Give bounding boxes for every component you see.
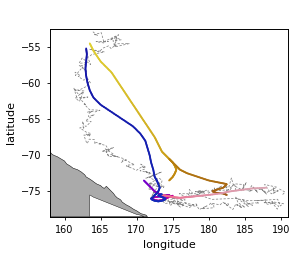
- X-axis label: longitude: longitude: [143, 241, 196, 250]
- Polygon shape: [90, 195, 144, 217]
- Y-axis label: latitude: latitude: [6, 101, 16, 144]
- Polygon shape: [50, 152, 147, 217]
